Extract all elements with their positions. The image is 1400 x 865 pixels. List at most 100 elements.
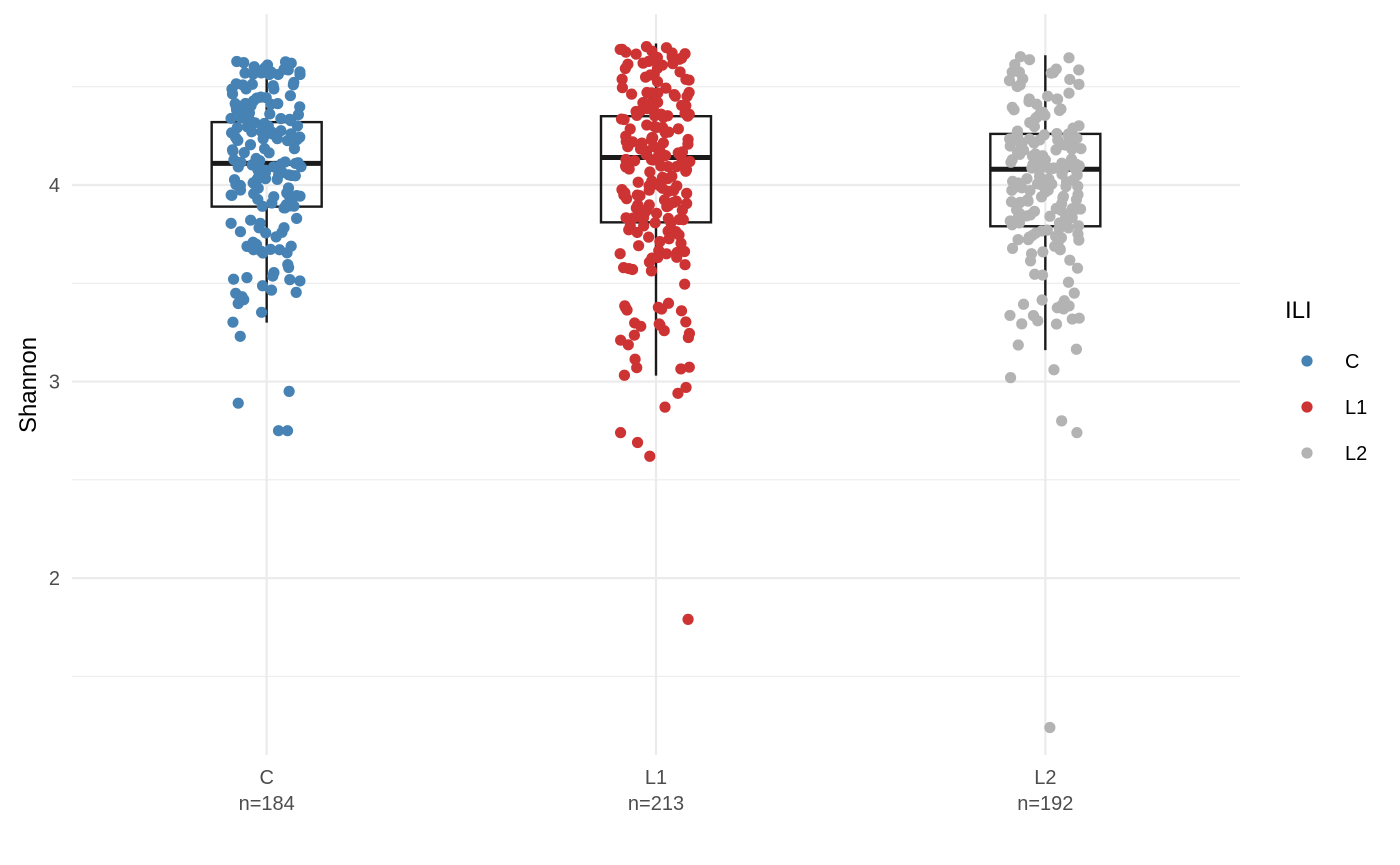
data-point	[294, 275, 306, 287]
legend-key	[1301, 355, 1313, 367]
data-point	[294, 131, 306, 143]
data-point	[1063, 300, 1075, 312]
data-point	[270, 129, 282, 141]
data-point	[1064, 254, 1076, 266]
data-point	[616, 73, 628, 85]
data-point	[632, 199, 644, 211]
data-point	[1073, 160, 1085, 172]
data-point	[1011, 80, 1023, 93]
data-point	[643, 199, 655, 211]
data-point	[669, 90, 681, 102]
data-point	[234, 226, 247, 238]
data-point	[1037, 246, 1049, 258]
data-point	[232, 159, 245, 171]
data-point	[1073, 78, 1085, 90]
data-point	[248, 188, 260, 200]
data-point	[631, 362, 643, 374]
data-point	[656, 303, 668, 315]
y-axis-ticks: 2 3 4	[49, 175, 60, 590]
data-point	[253, 222, 265, 234]
data-point	[619, 62, 631, 75]
data-point	[289, 170, 301, 182]
data-point	[659, 401, 671, 413]
data-point	[1073, 234, 1085, 246]
legend: ILI C L1 L2	[1285, 297, 1367, 465]
data-point	[225, 112, 237, 125]
data-point	[643, 55, 655, 67]
y-tick-label: 2	[49, 568, 60, 590]
data-point	[264, 108, 276, 120]
data-point	[284, 274, 296, 286]
data-point	[652, 96, 664, 108]
data-point	[268, 267, 280, 279]
data-point	[646, 175, 658, 187]
data-point	[291, 212, 303, 225]
data-point	[644, 69, 656, 81]
data-point	[683, 74, 695, 86]
data-point	[1021, 173, 1033, 185]
data-point	[238, 57, 250, 69]
data-point	[1005, 156, 1017, 168]
data-point	[623, 163, 635, 175]
data-point	[680, 381, 692, 394]
data-point	[673, 229, 685, 241]
data-point	[654, 236, 666, 248]
data-point	[675, 305, 688, 317]
data-point	[662, 160, 674, 173]
data-point	[660, 82, 672, 94]
data-point	[641, 86, 653, 99]
data-point	[1055, 204, 1067, 216]
data-point	[1074, 203, 1087, 215]
data-point	[622, 339, 634, 351]
data-point	[273, 169, 285, 181]
data-point	[631, 436, 644, 449]
data-point	[626, 88, 638, 100]
data-point	[1012, 339, 1024, 351]
data-point	[653, 318, 665, 330]
data-point	[1012, 234, 1024, 246]
data-point	[651, 121, 663, 133]
data-point	[634, 190, 646, 202]
data-point	[1070, 343, 1082, 355]
data-point	[285, 240, 297, 252]
data-point	[282, 258, 294, 271]
data-point	[666, 170, 678, 182]
data-point	[1025, 248, 1038, 260]
data-point	[1070, 194, 1083, 206]
data-point	[630, 105, 642, 118]
data-point	[658, 150, 670, 162]
data-point	[1012, 146, 1024, 159]
data-point	[1004, 309, 1016, 322]
data-point	[615, 113, 628, 125]
data-point	[629, 353, 641, 365]
data-point	[241, 240, 253, 252]
data-point	[1016, 182, 1028, 194]
data-point	[1044, 210, 1056, 222]
data-point	[617, 262, 630, 274]
data-point	[643, 184, 655, 196]
data-point	[1060, 139, 1072, 151]
legend-label: C	[1345, 351, 1359, 373]
data-point	[1062, 222, 1075, 234]
data-point	[230, 287, 242, 299]
data-point	[679, 162, 692, 174]
data-point	[235, 105, 247, 117]
data-point	[270, 231, 282, 243]
data-point	[667, 58, 679, 70]
data-point	[682, 138, 694, 150]
data-point	[679, 107, 691, 119]
data-point	[1006, 219, 1018, 231]
data-point	[1031, 178, 1044, 190]
data-point	[268, 83, 280, 95]
data-point	[292, 109, 305, 121]
data-point	[677, 214, 689, 226]
data-point	[1053, 104, 1066, 117]
data-point	[1051, 93, 1063, 105]
data-point	[619, 187, 631, 199]
data-point	[225, 189, 237, 201]
data-point	[1028, 137, 1040, 149]
data-point	[294, 68, 306, 81]
data-point	[1056, 415, 1068, 427]
data-point	[683, 86, 695, 99]
data-point	[1055, 232, 1068, 244]
